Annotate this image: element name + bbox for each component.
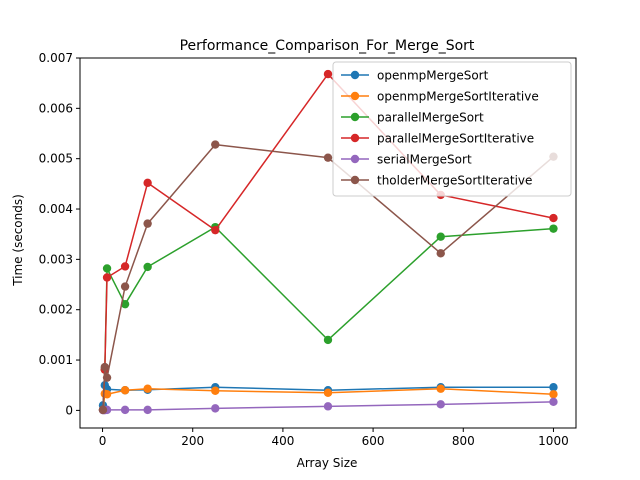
legend-item: serialMergeSort — [341, 153, 472, 167]
series-tholderMergeSortIterative — [98, 140, 558, 415]
data-point — [549, 224, 558, 233]
chart-title: Performance_Comparison_For_Merge_Sort — [180, 38, 475, 54]
data-point — [323, 153, 333, 162]
data-point — [323, 388, 333, 397]
x-tick-label: 0 — [99, 434, 107, 448]
x-tick-label: 400 — [271, 434, 294, 448]
legend-item: parallelMergeSortIterative — [341, 132, 534, 146]
x-axis-ticks: 0 200 400 600 800 1000 — [99, 428, 569, 448]
data-point — [102, 273, 112, 282]
data-point — [436, 249, 445, 258]
data-point — [143, 178, 152, 188]
data-point — [98, 405, 108, 415]
y-tick-label: 0 — [65, 403, 73, 417]
legend-label: tholderMergeSortIterative — [377, 174, 532, 188]
legend-marker — [350, 112, 360, 122]
legend-label: serialMergeSort — [377, 153, 472, 167]
legend-item: openmpMergeSortIterative — [341, 90, 539, 104]
series-openmpMergeSortIterative — [98, 384, 558, 415]
legend-label: openmpMergeSortIterative — [377, 90, 539, 104]
legend: openmpMergeSort openmpMergeSortIterative p… — [332, 61, 572, 197]
y-axis-ticks: 0 0.001 0.002 0.003 0.004 0.005 0.006 0.007 — [39, 51, 80, 417]
data-point — [143, 405, 152, 415]
legend-marker — [350, 175, 360, 185]
data-point — [102, 390, 112, 399]
y-tick-label: 0.007 — [39, 51, 73, 65]
x-axis-title: Array Size — [297, 456, 358, 470]
series-layer — [98, 69, 558, 415]
data-point — [120, 262, 130, 271]
data-point — [120, 299, 130, 309]
data-point — [120, 386, 130, 395]
data-point — [549, 397, 558, 407]
legend-item: parallelMergeSort — [341, 111, 484, 125]
legend-box — [332, 61, 572, 197]
data-point — [211, 225, 220, 235]
data-point — [120, 282, 130, 291]
legend-label: parallelMergeSortIterative — [377, 132, 534, 146]
data-point — [211, 140, 220, 149]
legend-marker — [350, 133, 360, 143]
data-point — [143, 262, 152, 272]
data-point — [549, 213, 558, 223]
data-point — [549, 383, 558, 392]
y-tick-label: 0.005 — [39, 152, 73, 166]
data-point — [102, 264, 112, 273]
legend-label: openmpMergeSort — [377, 69, 489, 83]
x-tick-label: 1000 — [538, 434, 569, 448]
legend-item: openmpMergeSort — [341, 69, 489, 83]
data-point — [436, 384, 445, 393]
y-tick-label: 0.003 — [39, 252, 73, 266]
x-tick-label: 200 — [181, 434, 204, 448]
legend-marker — [350, 70, 360, 80]
data-point — [436, 232, 445, 241]
y-axis-title: Time (seconds) — [11, 194, 25, 287]
data-point — [436, 400, 445, 409]
data-point — [120, 405, 130, 415]
legend-label: parallelMergeSort — [377, 111, 484, 125]
data-point — [143, 384, 152, 393]
y-tick-label: 0.001 — [39, 353, 73, 367]
y-tick-label: 0.004 — [39, 202, 73, 216]
y-tick-label: 0.002 — [39, 303, 73, 317]
data-point — [323, 402, 333, 411]
x-tick-label: 800 — [452, 434, 475, 448]
x-tick-label: 600 — [362, 434, 385, 448]
data-point — [323, 335, 333, 345]
data-point — [211, 404, 220, 413]
legend-marker — [350, 91, 360, 101]
data-point — [323, 69, 333, 79]
legend-marker — [350, 154, 360, 164]
y-tick-label: 0.006 — [39, 101, 73, 115]
data-point — [549, 390, 558, 399]
plot-frame — [79, 57, 577, 429]
data-point — [143, 219, 152, 228]
data-point — [100, 362, 110, 372]
data-point — [102, 373, 112, 382]
legend-item: tholderMergeSortIterative — [341, 174, 532, 188]
data-point — [211, 386, 220, 395]
